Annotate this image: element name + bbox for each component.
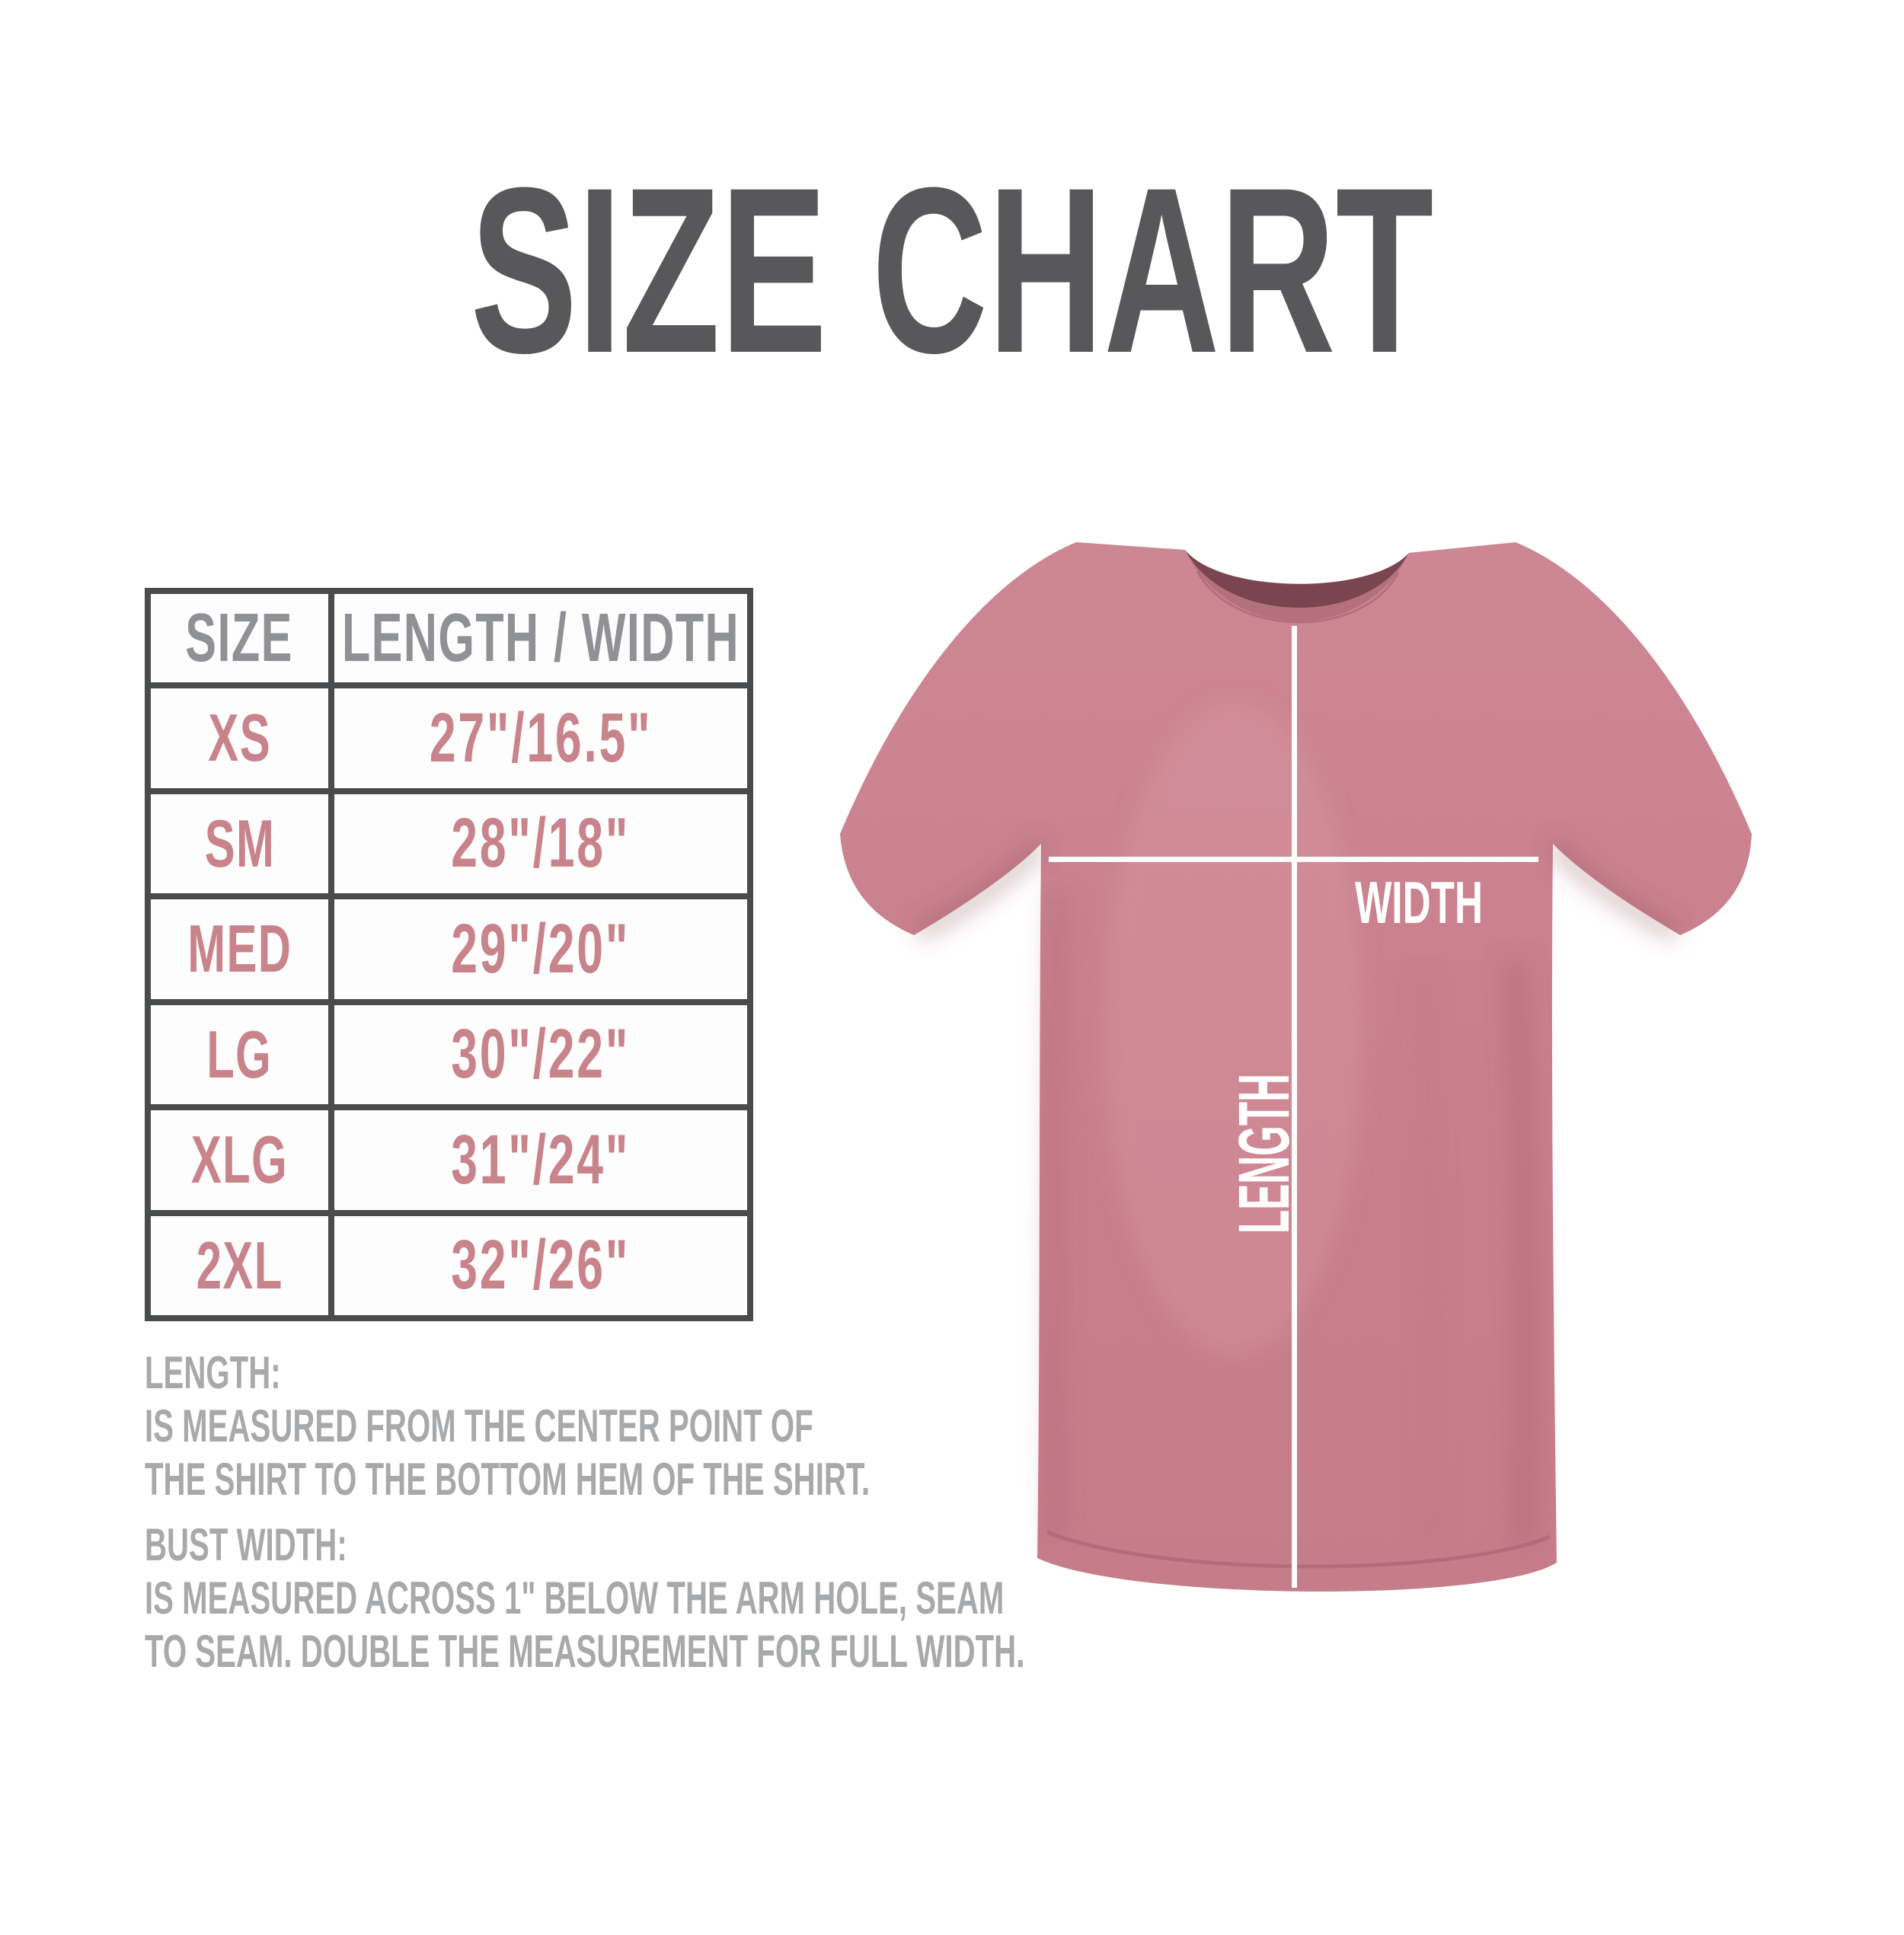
bust-note-line2: TO SEAM. DOUBLE THE MEASUREMENT FOR FULL… <box>145 1626 1025 1677</box>
hem-stitch <box>1046 1530 1551 1569</box>
measurement-cell-xs: 27"/16.5" <box>334 688 747 788</box>
measurement-notes: LENGTH: IS MEASURED FROM THE CENTER POIN… <box>145 1346 1074 1678</box>
measurement-cell-xlg: 31"/24" <box>334 1110 747 1210</box>
measurement-cell-med: 29"/20" <box>334 899 747 999</box>
collar-shadow <box>1185 550 1409 608</box>
length-width-column-header: LENGTH / WIDTH <box>334 594 747 682</box>
bust-note-heading: BUST WIDTH: <box>145 1519 347 1570</box>
measurement-cell-sm: 28"/18" <box>334 793 747 893</box>
length-measurement-line <box>1292 626 1297 1588</box>
length-note: LENGTH: IS MEASURED FROM THE CENTER POIN… <box>145 1346 1074 1506</box>
collar-ribbing <box>1185 550 1409 621</box>
measurement-cell-2xl: 32"/26" <box>334 1215 747 1315</box>
width-label: WIDTH <box>1355 869 1483 936</box>
size-table: SIZE LENGTH / WIDTH XS 27"/16.5" SM 28"/… <box>145 588 753 1321</box>
fabric-shading <box>913 701 1681 1547</box>
page-title: SIZE CHART <box>470 138 1434 402</box>
length-note-line2: THE SHIRT TO THE BOTTOM HEM OF THE SHIRT… <box>145 1454 871 1505</box>
tshirt-measurement-diagram: WIDTH LENGTH <box>840 542 1752 1592</box>
size-cell-xs: XS <box>151 688 328 788</box>
size-column-header: SIZE <box>151 594 328 682</box>
size-cell-sm: SM <box>151 793 328 893</box>
length-label: LENGTH <box>1224 1074 1305 1234</box>
measurement-cell-lg: 30"/22" <box>334 1004 747 1104</box>
bust-note-line1: IS MEASURED ACROSS 1" BELOW THE ARM HOLE… <box>145 1573 1005 1624</box>
collar-seam <box>1196 570 1400 624</box>
width-measurement-line <box>1049 857 1538 862</box>
size-cell-xlg: XLG <box>151 1110 328 1210</box>
length-note-line1: IS MEASURED FROM THE CENTER POINT OF <box>145 1400 813 1451</box>
size-cell-2xl: 2XL <box>151 1215 328 1315</box>
size-cell-lg: LG <box>151 1004 328 1104</box>
bust-width-note: BUST WIDTH: IS MEASURED ACROSS 1" BELOW … <box>145 1518 1074 1678</box>
size-cell-med: MED <box>151 899 328 999</box>
length-note-heading: LENGTH: <box>145 1347 281 1398</box>
